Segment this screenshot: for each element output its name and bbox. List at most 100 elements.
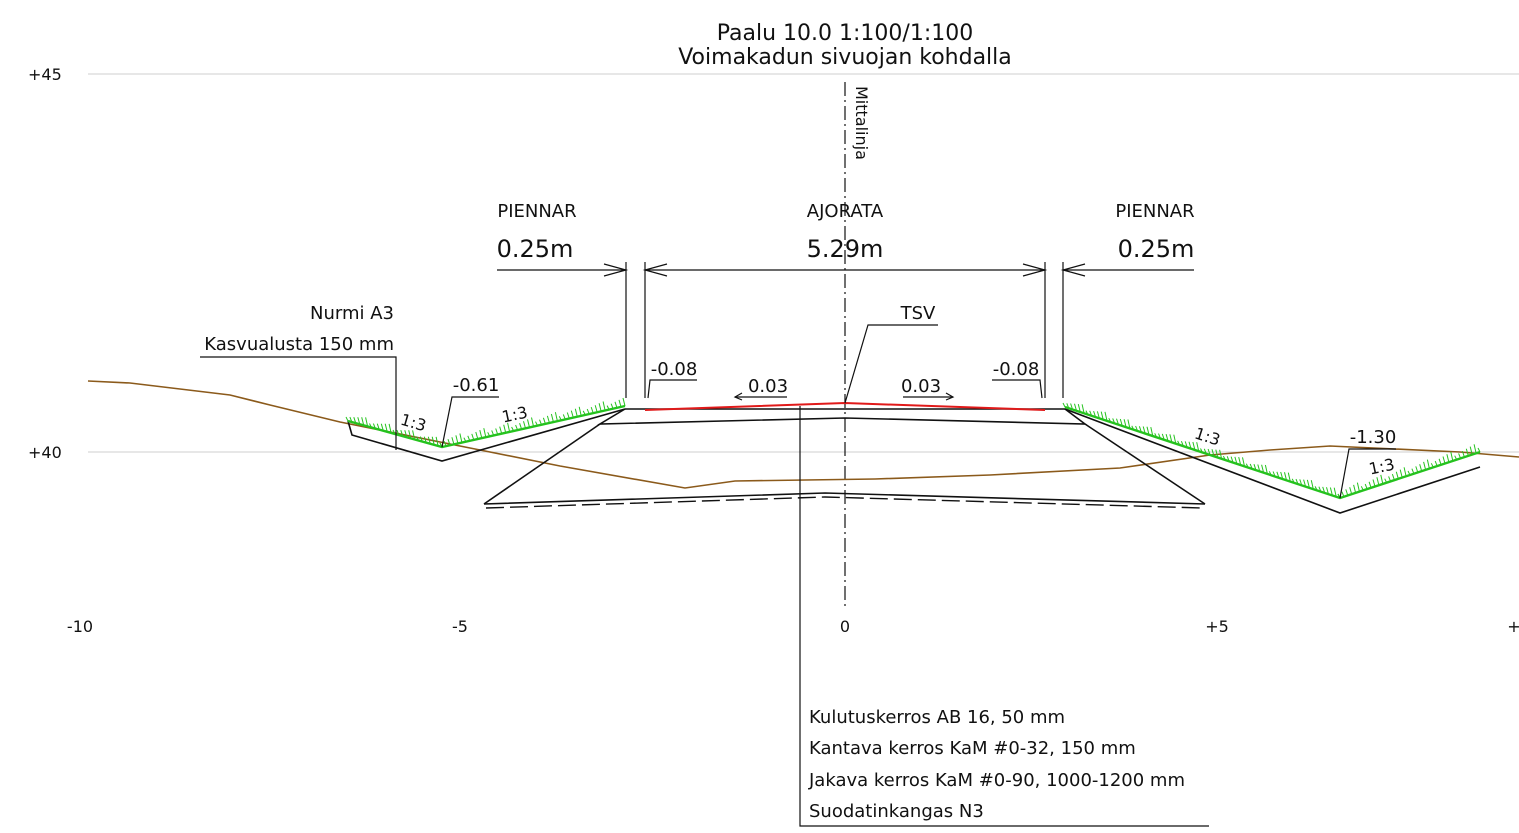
grass-blade <box>1108 417 1112 423</box>
elevation-label-40: +40 <box>28 443 62 462</box>
grass-blade <box>471 433 475 441</box>
grass-blade <box>1310 480 1314 490</box>
right-shoulder-width: 0.25m <box>1118 235 1195 263</box>
grass-blade <box>503 424 507 433</box>
grass-blade <box>1180 441 1184 447</box>
grass-blade <box>515 424 519 431</box>
grass-blade <box>1234 456 1238 465</box>
centerline-label: Mittalinja <box>852 86 871 160</box>
grass-blade <box>1291 478 1295 484</box>
grass-blade <box>1333 487 1337 497</box>
grass-blade <box>554 412 558 422</box>
grass-blade <box>1280 471 1284 480</box>
grass-blade <box>1306 479 1310 489</box>
grass-blade <box>1284 472 1287 481</box>
grass-blade <box>1442 456 1446 464</box>
grass-blade <box>1081 404 1085 414</box>
grass-blade <box>527 419 530 428</box>
grass-blade <box>1360 486 1364 491</box>
grass-blade <box>349 416 353 423</box>
grass-blade <box>542 417 546 424</box>
grass-blade <box>1261 464 1265 473</box>
grass-blade <box>1085 410 1089 415</box>
grass-blade <box>495 428 499 435</box>
grass-blade <box>1426 459 1430 469</box>
left-shoulder-width: 0.25m <box>497 235 574 263</box>
grass-blade <box>602 401 606 411</box>
grass-blade <box>369 423 372 428</box>
grass-texture <box>345 397 1481 499</box>
grass-blade <box>1268 471 1272 476</box>
ditch-left-depth: -0.61 <box>453 375 500 396</box>
grass-blade <box>1419 464 1423 472</box>
grass-blade <box>372 423 376 429</box>
tsv-label: TSV <box>900 303 936 324</box>
grass-blade <box>1380 474 1384 485</box>
arrow-head <box>1060 263 1086 277</box>
grass-blade <box>483 428 487 438</box>
x-tick-label: -10 <box>67 617 93 636</box>
grass-blade <box>1070 403 1074 410</box>
left-ditch-bottom <box>347 408 626 462</box>
grass-blade <box>523 421 526 429</box>
grass-blade <box>566 412 570 419</box>
slope-left-value: 0.03 <box>748 376 788 397</box>
grass-blade <box>435 436 439 447</box>
grass-blade <box>550 413 554 423</box>
grass-blade <box>1249 463 1253 470</box>
grass-blade <box>487 432 491 437</box>
slope-ratio-right-inner: 1:3 <box>1192 424 1222 450</box>
grass-blade <box>365 417 369 427</box>
grass-blade <box>1127 419 1131 429</box>
grass-blade <box>622 397 626 407</box>
grass-blade <box>412 430 416 440</box>
grass-blade <box>345 416 349 422</box>
x-tick-label: +5 <box>1205 617 1229 636</box>
grass-blade <box>1142 426 1146 434</box>
right-shoulder-label: PIENNAR <box>1115 201 1194 222</box>
grass-blade <box>1138 426 1142 433</box>
grass-blade <box>1341 491 1345 497</box>
grass-blade <box>1215 449 1219 458</box>
grass-blade <box>1230 456 1234 463</box>
grass-blade <box>1411 468 1415 474</box>
grass-blade <box>1458 453 1462 459</box>
grass-blade <box>1093 410 1097 418</box>
grass-blade <box>423 436 427 443</box>
grass-blade <box>590 406 594 414</box>
grass-blade <box>1384 478 1388 483</box>
grass-blade <box>1388 476 1392 482</box>
grass-blade <box>1264 464 1268 475</box>
elevation-label-45: +45 <box>28 65 62 84</box>
grass-blade <box>531 417 534 427</box>
grass-blade <box>1245 463 1249 468</box>
grass-blade <box>1295 478 1299 485</box>
tsv-leader <box>844 324 938 404</box>
grass-blade <box>1415 466 1419 473</box>
grass-blade <box>1257 464 1261 472</box>
grass-blade <box>1465 448 1469 456</box>
edge-right-value: -0.08 <box>993 359 1040 380</box>
grass-blade <box>1161 433 1165 441</box>
grass-blade <box>578 406 582 416</box>
ditch-right-leader <box>1339 448 1396 499</box>
grass-blade <box>1329 487 1333 496</box>
grass-blade <box>1349 487 1353 495</box>
grass-blade <box>507 422 511 432</box>
drawing-title-line1: Paalu 10.0 1:100/1:100 <box>717 21 973 46</box>
grass-callout-leader <box>200 356 397 450</box>
edge-left-leader <box>647 379 697 399</box>
grass-blade <box>1303 479 1307 487</box>
grass-blade <box>455 435 459 444</box>
grass-blade <box>1177 440 1181 446</box>
ditch-right-depth: -1.30 <box>1350 427 1397 448</box>
grass-blade <box>475 431 479 440</box>
grass-blade <box>1100 411 1104 420</box>
embankment-right-slope <box>1084 423 1206 505</box>
grass-blade <box>1454 455 1458 460</box>
grass-blade <box>1219 449 1223 459</box>
slope-right-value: 0.03 <box>901 376 941 397</box>
grass-blade <box>1062 402 1066 408</box>
ditch-left-leader <box>441 396 499 448</box>
grass-blade <box>1104 411 1108 422</box>
